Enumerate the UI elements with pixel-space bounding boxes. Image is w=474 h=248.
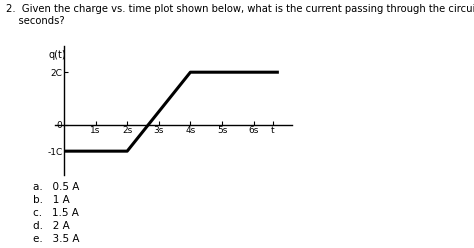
Text: seconds?: seconds?: [6, 16, 64, 26]
Text: e.   3.5 A: e. 3.5 A: [33, 234, 80, 244]
Text: b.   1 A: b. 1 A: [33, 195, 70, 205]
Text: 2.  Given the charge vs. time plot shown below, what is the current passing thro: 2. Given the charge vs. time plot shown …: [6, 4, 474, 14]
Text: d.   2 A: d. 2 A: [33, 221, 70, 231]
Text: a.   0.5 A: a. 0.5 A: [33, 182, 80, 192]
Text: c.   1.5 A: c. 1.5 A: [33, 208, 79, 218]
Text: q(t): q(t): [48, 50, 66, 60]
